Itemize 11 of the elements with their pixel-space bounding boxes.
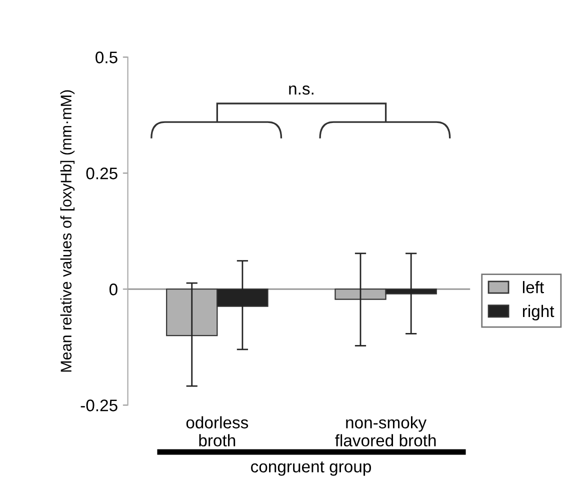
- text: congruent group: [251, 462, 371, 476]
- y-tick-label: 0.25: [86, 168, 118, 180]
- y-tick-label: 0.5: [96, 52, 118, 64]
- y-axis-title: Mean relative values of [oxyHb] (mm·mM): [60, 90, 75, 372]
- legend-label: left: [522, 281, 544, 294]
- annotation: n.s.: [289, 86, 314, 95]
- y-tick-label: 0: [109, 284, 118, 296]
- y-tick-label: -0.25: [80, 400, 118, 412]
- legend-label: right: [522, 304, 554, 320]
- x-tick-label: non-smoky flavored broth: [335, 416, 436, 446]
- x-tick-label: odorless broth: [186, 416, 248, 446]
